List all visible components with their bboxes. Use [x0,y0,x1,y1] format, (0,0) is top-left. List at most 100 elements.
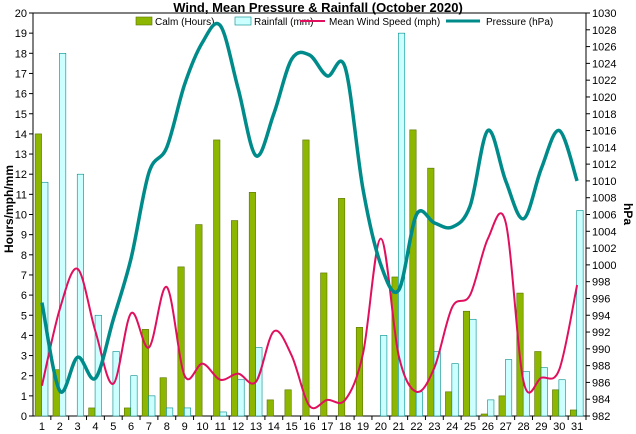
x-tick-label: 13 [250,421,262,433]
x-tick-label: 7 [146,421,152,433]
x-tick-label: 30 [553,421,565,433]
legend-swatch-calm [135,16,153,26]
calm-bar [177,266,185,417]
y-tick-label: 10 [15,210,27,222]
x-tick-label: 15 [286,421,298,433]
calm-bar [231,220,239,417]
y2-tick-label: 1018 [592,109,616,121]
y2-tick-label: 996 [592,293,610,305]
rainfall-bar [540,367,548,417]
y2-tick-label: 986 [592,377,610,389]
x-tick-label: 12 [232,421,244,433]
calm-bar [498,395,506,417]
y-tick-label: 1 [21,391,27,403]
y-tick-label: 18 [15,48,27,60]
y2-tick-label: 1008 [592,193,616,205]
y-tick-label: 13 [15,149,27,161]
x-tick-label: 25 [464,421,476,433]
calm-bar [159,377,167,417]
x-tick-label: 17 [321,421,333,433]
y-tick-label: 5 [21,310,27,322]
calm-bar [141,329,149,417]
calm-bar [248,192,256,417]
calm-bar [409,129,417,417]
wind-speed-line [40,212,579,410]
x-tick-label: 2 [57,421,63,433]
rainfall-bar [415,391,423,417]
legend: Calm (Hours) Rainfall (mm) Mean Wind Spe… [135,16,553,28]
x-tick-label: 1 [39,421,45,433]
y2-tick-label: 982 [592,411,610,423]
y-tick-label: 20 [15,8,27,20]
rainfall-bar [505,359,513,417]
x-tick-label: 9 [182,421,188,433]
y2-tick-label: 1020 [592,92,616,104]
x-tick-label: 24 [446,421,458,433]
y-tick-label: 3 [21,351,27,363]
rainfall-bar [487,399,495,417]
y2-tick-label: 1002 [592,243,616,255]
x-tick-label: 20 [375,421,387,433]
rainfall-bar [166,407,174,417]
calm-bar [462,310,470,417]
rainfall-bar [451,363,459,417]
y2-tick-label: 1000 [592,260,616,272]
calm-bar [284,389,292,417]
x-tick-label: 19 [357,421,369,433]
y2-tick-label: 1006 [592,210,616,222]
y2-tick-label: 1012 [592,159,616,171]
x-tick-label: 18 [339,421,351,433]
y2-tick-label: 994 [592,310,610,322]
x-tick-label: 31 [571,421,583,433]
x-tick-label: 16 [303,421,315,433]
x-tick-label: 11 [215,421,226,433]
rainfall-bar [522,371,530,417]
calm-bar [355,327,363,417]
calm-bar [570,409,578,417]
y-tick-label: 17 [15,68,27,80]
x-tick-label: 14 [268,421,280,433]
legend-label-calm: Calm (Hours) [155,17,214,28]
x-tick-label: 26 [482,421,494,433]
y2-tick-label: 992 [592,327,610,339]
calm-bar [88,407,96,417]
rainfall-bar [219,411,227,417]
rainfall-bar [130,375,138,417]
y2-tick-label: 988 [592,361,610,373]
y-tick-label: 0 [21,411,27,423]
calm-bar [213,139,221,417]
y2-tick-label: 1026 [592,42,616,54]
x-tick-label: 21 [393,421,405,433]
y2-tick-label: 1024 [592,58,616,70]
rainfall-bar [469,318,477,417]
calm-bar [552,389,560,417]
calm-bar [427,167,435,417]
x-tick-label: 8 [164,421,170,433]
y2-tick-label: 1004 [592,226,616,238]
rainfall-bar [237,379,245,417]
y-tick-label: 8 [21,250,27,262]
y-tick-label: 16 [15,89,27,101]
legend-label-wind: Mean Wind Speed (mph) [329,17,440,28]
y2-tick-label: 984 [592,394,610,406]
plot-area: 0123456789101112131415161718192098298498… [15,8,617,433]
calm-bar [34,133,42,417]
y2-tick-label: 998 [592,277,610,289]
y-tick-label: 19 [15,28,27,40]
x-tick-label: 4 [92,421,98,433]
x-tick-label: 6 [128,421,134,433]
y2-tick-label: 1030 [592,8,616,20]
y-tick-label: 4 [21,330,27,342]
x-tick-label: 10 [196,421,208,433]
chart-title: Wind, Mean Pressure & Rainfall (October … [173,0,463,15]
legend-swatch-rainfall [234,16,252,26]
x-tick-label: 29 [535,421,547,433]
y2-tick-label: 1028 [592,25,616,37]
rainfall-bar [398,32,406,417]
rainfall-bar [183,407,191,417]
y-tick-label: 2 [21,371,27,383]
y2-tick-label: 1010 [592,176,616,188]
y2-tick-label: 1022 [592,75,616,87]
x-tick-label: 5 [110,421,116,433]
